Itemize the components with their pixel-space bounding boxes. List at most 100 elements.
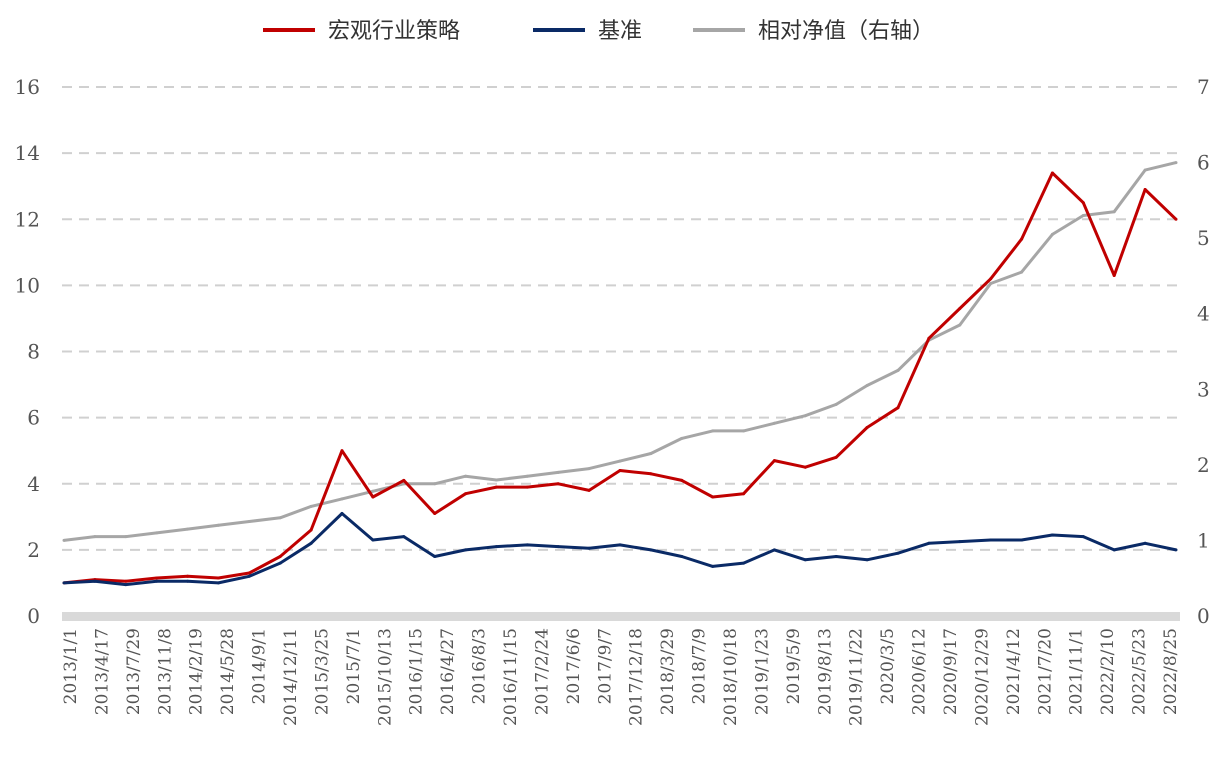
data-point xyxy=(1143,168,1147,172)
data-point xyxy=(309,504,313,508)
x-tick-label: 2013/1/1 xyxy=(61,628,81,704)
x-tick-label: 2018/10/18 xyxy=(721,628,741,726)
data-point xyxy=(1081,535,1085,539)
data-point xyxy=(587,488,591,492)
data-point xyxy=(556,470,560,474)
data-point xyxy=(340,512,344,515)
legend-label-strategy: 宏观行业策略 xyxy=(328,19,460,44)
data-point xyxy=(1081,214,1085,217)
x-tick-label: 2017/9/7 xyxy=(595,628,615,704)
data-point xyxy=(464,492,468,496)
y-right-tick-label: 7 xyxy=(1197,75,1210,99)
data-point xyxy=(371,538,375,542)
data-point xyxy=(155,576,159,580)
data-point xyxy=(1020,270,1024,274)
x-tick-label: 2022/5/23 xyxy=(1130,628,1150,715)
legend-label-relative-nav: 相对净值（右轴） xyxy=(758,19,934,44)
series-strategy-line xyxy=(63,171,1178,585)
data-point xyxy=(155,579,159,583)
x-tick-label: 2019/11/22 xyxy=(847,628,867,726)
y-left-tick-label: 12 xyxy=(15,207,40,231)
x-tick-label: 2019/1/23 xyxy=(752,628,772,715)
data-point xyxy=(278,516,282,520)
data-point xyxy=(464,474,468,478)
x-tick-label: 2020/12/29 xyxy=(972,628,992,726)
x-tick-label: 2013/11/8 xyxy=(155,628,175,715)
data-point xyxy=(186,579,190,583)
data-point xyxy=(865,558,869,562)
data-point xyxy=(803,558,807,562)
x-tick-label: 2013/7/29 xyxy=(124,628,144,715)
data-point xyxy=(649,472,653,476)
data-point xyxy=(62,581,66,585)
data-point xyxy=(402,535,406,539)
data-point xyxy=(155,531,159,535)
data-point xyxy=(1112,548,1116,552)
data-point xyxy=(587,546,591,550)
y-right-tick-label: 5 xyxy=(1197,226,1210,250)
data-point xyxy=(680,478,684,482)
data-point xyxy=(494,485,498,489)
data-point xyxy=(309,541,313,545)
data-point xyxy=(958,307,962,310)
data-point xyxy=(711,495,715,499)
data-point xyxy=(989,277,993,281)
data-point xyxy=(834,402,838,406)
x-tick-label: 2013/4/17 xyxy=(92,628,112,715)
x-tick-label: 2020/3/5 xyxy=(878,628,898,704)
data-point xyxy=(649,452,653,455)
data-point xyxy=(1143,188,1147,191)
y-right-tick-label: 2 xyxy=(1197,453,1210,477)
x-tick-label: 2020/9/17 xyxy=(941,628,961,715)
data-point xyxy=(618,543,622,547)
data-point xyxy=(989,282,993,285)
data-point xyxy=(278,555,282,558)
data-point xyxy=(433,482,437,486)
data-point xyxy=(742,429,746,433)
x-tick-label: 2016/8/3 xyxy=(470,628,490,704)
data-point xyxy=(742,561,746,565)
data-point xyxy=(1050,533,1054,537)
data-point xyxy=(124,583,128,587)
data-point xyxy=(93,535,97,539)
x-tick-label: 2014/12/11 xyxy=(281,628,301,726)
y-right-tick-label: 0 xyxy=(1197,604,1210,628)
y-left-tick-label: 8 xyxy=(27,340,40,364)
data-point xyxy=(618,469,622,472)
data-point xyxy=(834,455,838,459)
data-point xyxy=(927,336,931,340)
data-point xyxy=(247,571,251,575)
data-point xyxy=(927,541,931,545)
y-left-tick-label: 0 xyxy=(27,604,40,628)
data-point xyxy=(186,574,190,578)
y-right-tick-label: 6 xyxy=(1197,151,1210,175)
data-point xyxy=(464,548,468,552)
data-point xyxy=(1174,161,1178,165)
x-axis-band xyxy=(62,612,1180,621)
data-point xyxy=(1174,548,1178,552)
x-tick-label: 2015/10/13 xyxy=(375,628,395,726)
y-left-tick-label: 6 xyxy=(27,406,40,430)
y-right-tick-label: 3 xyxy=(1197,377,1210,401)
data-point xyxy=(371,495,375,499)
x-tick-label: 2014/2/19 xyxy=(187,628,207,715)
y-left-tick-label: 4 xyxy=(27,472,40,496)
series-lines xyxy=(62,161,1178,587)
x-tick-label: 2019/8/13 xyxy=(815,628,835,715)
x-tick-label: 2016/1/15 xyxy=(407,628,427,715)
data-point xyxy=(525,543,529,547)
x-tick-label: 2015/3/25 xyxy=(312,628,332,715)
x-tick-label: 2021/7/20 xyxy=(1035,628,1055,715)
data-point xyxy=(711,564,715,568)
y-left-tick-label: 10 xyxy=(15,273,40,297)
x-tick-label: 2017/6/6 xyxy=(564,628,584,704)
x-tick-label: 2015/7/1 xyxy=(344,628,364,704)
x-tick-label: 2016/4/27 xyxy=(438,628,458,715)
x-tick-label: 2022/2/10 xyxy=(1098,628,1118,715)
data-point xyxy=(309,528,313,532)
x-tick-label: 2014/5/28 xyxy=(218,628,238,715)
data-point xyxy=(186,527,190,531)
y-right-tick-label: 4 xyxy=(1197,302,1210,326)
data-point xyxy=(433,555,437,558)
